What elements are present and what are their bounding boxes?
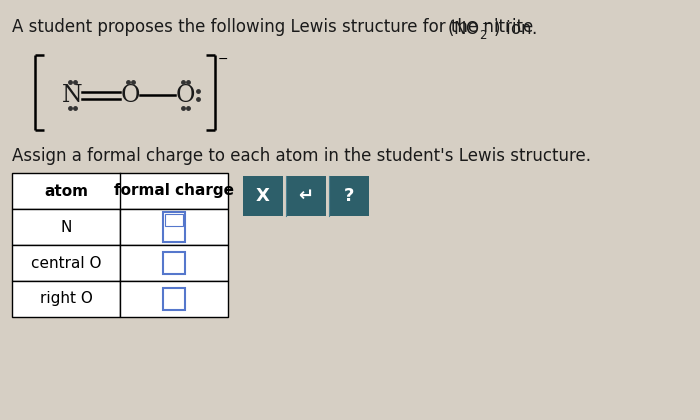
Bar: [12, 245, 120, 281]
Text: ↵: ↵: [298, 187, 314, 205]
Bar: [243, 176, 283, 216]
Bar: [163, 252, 185, 274]
Text: O: O: [175, 84, 195, 107]
Text: Assign a formal charge to each atom in the student's Lewis structure.: Assign a formal charge to each atom in t…: [12, 147, 591, 165]
Bar: [120, 245, 228, 281]
Text: A student proposes the following Lewis structure for the nitrite: A student proposes the following Lewis s…: [12, 18, 538, 36]
Text: $\mathsf{(NO_2^-)}$ ion.: $\mathsf{(NO_2^-)}$ ion.: [447, 18, 537, 41]
Text: central O: central O: [31, 255, 101, 270]
Bar: [163, 288, 185, 310]
Bar: [12, 281, 120, 317]
Bar: [12, 209, 120, 245]
Bar: [120, 209, 228, 245]
Text: O: O: [120, 84, 140, 107]
Text: N: N: [62, 84, 83, 107]
Text: −: −: [218, 53, 228, 66]
Text: N: N: [60, 220, 71, 234]
Text: right O: right O: [40, 291, 92, 307]
Text: X: X: [256, 187, 270, 205]
Text: formal charge: formal charge: [114, 184, 234, 199]
Bar: [163, 212, 185, 242]
Text: ?: ?: [344, 187, 354, 205]
Bar: [329, 176, 369, 216]
Bar: [120, 281, 228, 317]
Bar: [165, 214, 183, 226]
Text: atom: atom: [44, 184, 88, 199]
Bar: [12, 173, 228, 209]
Bar: [286, 176, 326, 216]
